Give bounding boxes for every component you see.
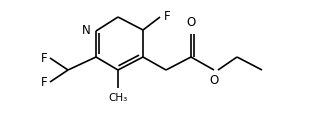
Text: F: F (41, 51, 48, 64)
Text: O: O (209, 74, 219, 87)
Text: N: N (82, 25, 91, 38)
Text: O: O (186, 16, 196, 29)
Text: F: F (164, 10, 171, 23)
Text: F: F (41, 75, 48, 88)
Text: CH₃: CH₃ (109, 93, 128, 103)
